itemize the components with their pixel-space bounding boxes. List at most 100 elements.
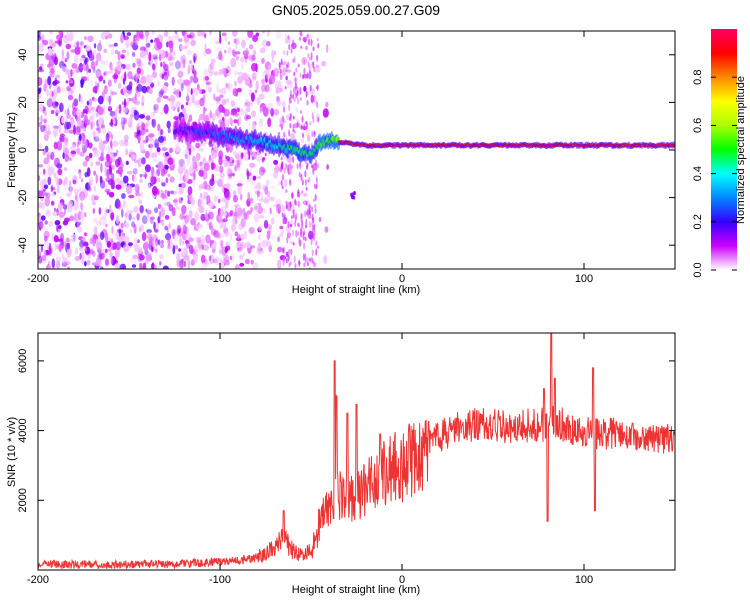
spectrogram-noise-cell (80, 96, 84, 105)
spectrogram-noise-cell (287, 61, 290, 69)
spectrogram-noise-cell (132, 175, 138, 183)
spectrogram-noise-cell (180, 55, 183, 65)
spectrogram-noise-cell (195, 142, 201, 149)
spectrogram-noise-cell (64, 34, 67, 39)
spectrogram-noise-cell (84, 139, 88, 149)
spectrogram-noise-cell (50, 193, 56, 197)
spectrogram-noise-cell (229, 209, 234, 217)
spectrogram-noise-cell (83, 188, 87, 194)
spectrogram-noise-cell (194, 244, 198, 253)
spectrogram-noise-cell (219, 35, 222, 44)
spectrogram-noise-cell (145, 115, 151, 121)
x-tick-label: 100 (575, 574, 593, 586)
spectrogram-noise-cell (187, 155, 191, 164)
spectrogram-noise-cell (148, 183, 151, 190)
spectrogram-noise-cell (308, 220, 311, 229)
spectrogram-noise-cell (268, 244, 273, 253)
spectrogram-noise-cell (199, 113, 205, 121)
spectrogram-noise-cell (136, 83, 143, 92)
spectrogram-noise-cell (99, 180, 106, 189)
spectrogram-noise-cell (266, 40, 271, 47)
y-tick-label: 2000 (17, 488, 29, 512)
spectrogram-noise-cell (130, 257, 137, 264)
spectrogram-noise-cell (178, 260, 184, 269)
spectrogram-noise-cell (248, 83, 253, 88)
spectrogram-noise-cell (317, 116, 320, 123)
spectrogram-noise-cell (218, 68, 223, 76)
spectrogram-noise-cell (224, 35, 228, 42)
spectrogram-noise-cell (172, 199, 178, 203)
spectrogram-noise-cell (164, 164, 169, 170)
spectrogram-noise-cell (176, 227, 183, 237)
spectrogram-noise-cell (104, 155, 108, 162)
spectrogram-noise-cell (103, 79, 106, 84)
spectrogram-noise-cell (95, 161, 101, 166)
spectrogram-noise-cell (302, 132, 304, 139)
spectrogram-noise-cell (280, 165, 282, 173)
spectrogram-noise-cell (110, 238, 113, 246)
spectrogram-noise-cell (121, 193, 126, 199)
spectrogram-noise-cell (161, 147, 168, 152)
spectrogram-noise-cell (198, 224, 203, 229)
spectrogram-noise-cell (105, 59, 108, 66)
spectrogram-noise-cell (270, 108, 275, 117)
spectrogram-noise-cell (293, 97, 296, 103)
spectrogram-noise-cell (210, 245, 215, 250)
spectrogram-noise-cell (68, 32, 75, 40)
spectrogram-noise-cell (178, 90, 181, 98)
spectrogram-noise-cell (311, 206, 314, 212)
spectrogram-noise-cell (67, 95, 74, 101)
spectrogram-noise-cell (85, 63, 89, 73)
spectrogram-noise-cell (140, 191, 143, 198)
spectrogram-noise-cell (292, 93, 295, 100)
spectrogram-noise-cell (100, 152, 104, 162)
spectrogram-noise-cell (312, 217, 315, 224)
spectrogram-noise-cell (227, 168, 233, 179)
spectrogram-noise-cell (111, 91, 118, 96)
spectrogram-noise-cell (152, 54, 157, 58)
spectrogram-noise-cell (316, 56, 319, 63)
spectrogram-noise-cell (90, 161, 94, 168)
spectrogram-noise-cell (101, 127, 106, 134)
spectrogram-noise-cell (68, 79, 74, 84)
spectrogram-noise-cell (137, 157, 142, 168)
spectrogram-noise-cell (75, 109, 82, 116)
spectrogram-noise-cell (231, 31, 238, 37)
spectrogram-noise-cell (219, 94, 224, 99)
spectrogram-noise-cell (224, 183, 231, 189)
spectrogram-noise-cell (63, 167, 68, 171)
spectrogram-noise-cell (133, 206, 139, 213)
spectrogram-noise-cell (214, 167, 220, 172)
colorbar-tick-label: 0.2 (692, 214, 704, 229)
spectrogram-noise-cell (189, 245, 194, 254)
spectrogram-noise-cell (141, 85, 148, 94)
spectrogram-noise-cell (105, 184, 108, 191)
spectrogram-noise-cell (144, 31, 150, 38)
spectrogram-noise-cell (270, 185, 275, 189)
spectrogram-noise-cell (139, 262, 143, 269)
spectrogram-noise-cell (297, 97, 300, 105)
spectrogram-noise-cell (166, 120, 171, 129)
spectrogram-noise-cell (38, 94, 42, 99)
spectrogram-noise-cell (246, 115, 252, 120)
spectrogram-noise-cell (140, 75, 147, 85)
spectrogram-noise-cell (266, 71, 269, 80)
spectrogram-noise-cell (93, 136, 100, 142)
spectrogram-noise-cell (252, 175, 257, 181)
spectrogram-noise-cell (237, 184, 242, 195)
spectrogram-noise-cell (282, 258, 285, 267)
spectrogram-noise-cell (120, 54, 125, 59)
spectrogram-noise-cell (308, 38, 311, 46)
spectrogram-noise-cell (217, 178, 224, 188)
spectrogram-noise-cell (65, 68, 71, 75)
spectrogram-noise-cell (224, 49, 227, 54)
spectrogram-noise-cell (39, 221, 44, 230)
spectrogram-noise-cell (236, 159, 240, 169)
spectrogram-noise-cell (50, 185, 54, 193)
spectrogram-noise-cell (158, 49, 163, 55)
spectrogram-noise-cell (163, 104, 169, 115)
spectrogram-noise-cell (149, 139, 156, 149)
spectrogram-noise-cell (280, 228, 285, 235)
spectrogram-noise-cell (48, 220, 53, 227)
spectrogram-noise-cell (141, 95, 145, 106)
